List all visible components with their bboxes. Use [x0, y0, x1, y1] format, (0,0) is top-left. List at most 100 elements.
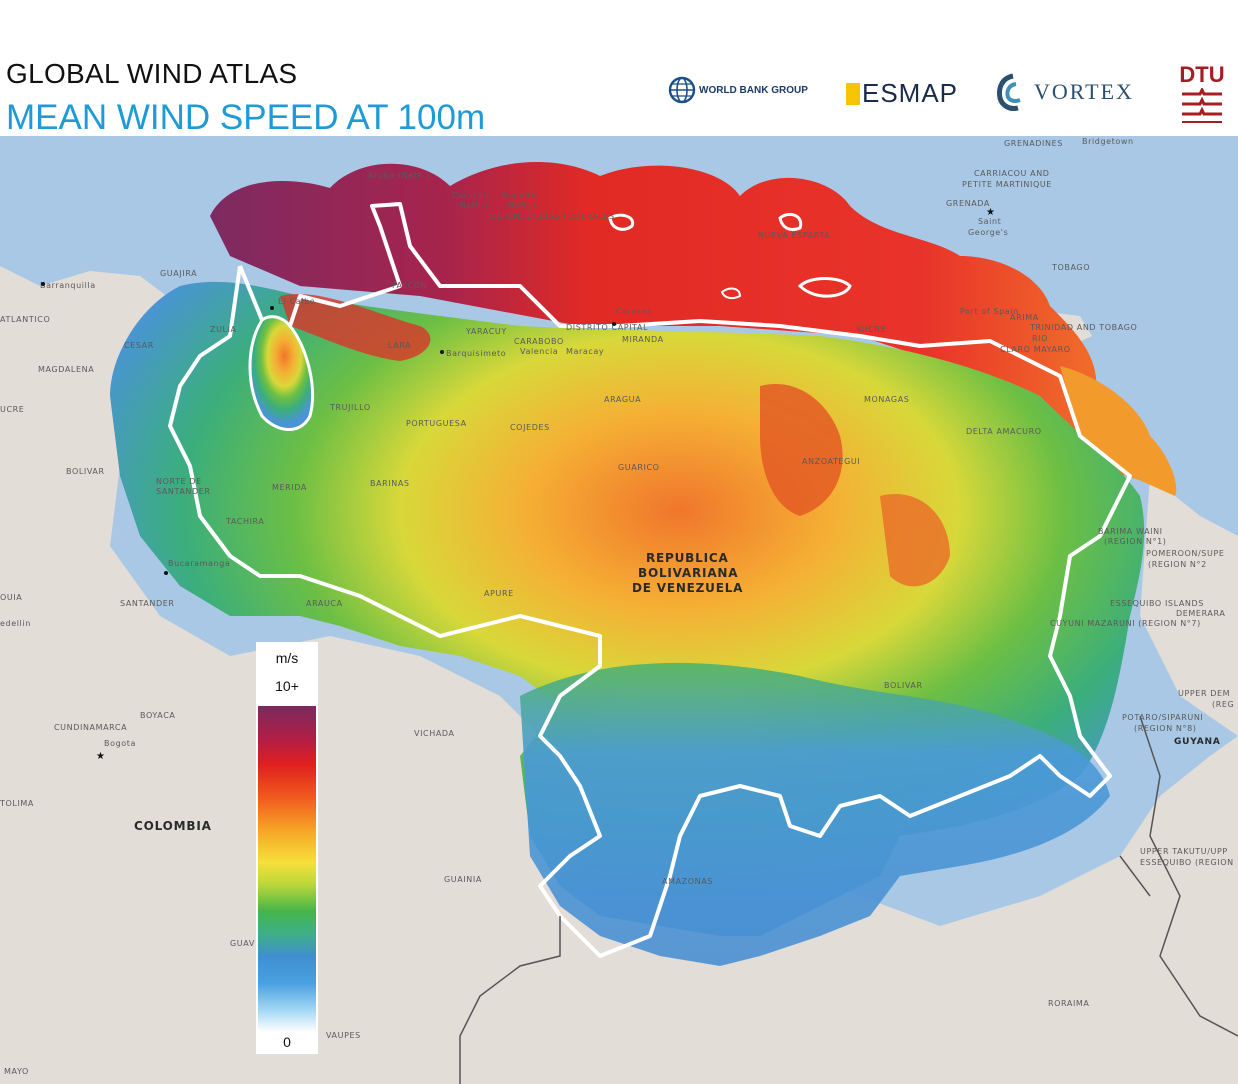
label-cundinamarca: CUNDINAMARCA — [54, 723, 127, 732]
barquisimeto-marker — [440, 350, 444, 354]
label-ucre: UCRE — [0, 405, 24, 414]
barranquilla-marker — [41, 282, 45, 286]
label-grenadines: GRENADINES — [1004, 139, 1063, 148]
label-bonaire-neth: (Neth.) — [504, 201, 536, 210]
label-aragua: ARAGUA — [604, 395, 641, 404]
brazil-colombia-border — [459, 916, 561, 1084]
guyana-border-segment — [1119, 855, 1151, 897]
label-arima: ARIMA — [1010, 313, 1039, 322]
dtu-text: DTU — [1179, 62, 1225, 87]
label-cojedes: COJEDES — [510, 423, 550, 432]
label-caracas: Caracas — [616, 307, 652, 316]
label-distrito-capital: DISTRITO CAPITAL — [566, 323, 648, 332]
eastern-high-wind — [880, 494, 950, 587]
label-barima-1: BARIMA WAINI — [1098, 527, 1163, 536]
label-bridgetown: Bridgetown — [1082, 137, 1134, 146]
label-barinas: BARINAS — [370, 479, 410, 488]
offshore-wind-field — [210, 162, 1160, 487]
globe-icon — [668, 76, 696, 104]
label-bonaire: Bonaire — [502, 191, 537, 200]
label-bolivar-col: BOLIVAR — [66, 467, 105, 476]
label-maracay: Maracay — [566, 347, 604, 356]
guyana-coast — [1140, 476, 1238, 736]
label-georges: George's — [968, 228, 1008, 237]
label-barranquilla: Barranquilla — [40, 281, 96, 290]
atlas-title: GLOBAL WIND ATLAS — [6, 58, 298, 89]
label-amazonas: AMAZONAS — [662, 877, 713, 886]
label-grenada: GRENADA — [946, 199, 990, 208]
label-pomeroon-2: (REGION N°2 — [1148, 560, 1207, 569]
label-santander-n: SANTANDER — [156, 487, 211, 496]
label-curacao: Curaçao — [452, 191, 489, 200]
label-potaro-1: POTARO/SIPARUNI — [1122, 713, 1203, 722]
label-upper-dem-2: (REG — [1212, 700, 1234, 709]
label-valencia: Valencia — [520, 347, 558, 356]
venezuela-border — [168, 202, 1132, 958]
label-tolima: TOLIMA — [0, 799, 34, 808]
esmap-mark-icon — [846, 82, 860, 105]
label-vaupes: VAUPES — [326, 1031, 361, 1040]
label-carriacou-1: CARRIACOU AND — [974, 169, 1050, 178]
map-subtitle: MEAN WIND SPEED AT 100m — [6, 98, 486, 137]
label-guarico: GUARICO — [618, 463, 660, 472]
label-roraima: RORAIMA — [1048, 999, 1090, 1008]
label-pomeroon-1: POMEROON/SUPE — [1146, 549, 1225, 558]
label-apure: APURE — [484, 589, 514, 598]
saint-georges-capital-icon: ★ — [986, 207, 995, 218]
label-norte: NORTE DE — [156, 477, 202, 486]
label-saint: Saint — [978, 217, 1001, 226]
world-bank-logo: WORLD BANK GROUP — [668, 76, 808, 104]
label-mayo: MAYO — [4, 1067, 29, 1076]
margarita-island — [608, 213, 635, 231]
label-dependencias: DEPENDENCIAS FEDERALES — [490, 212, 615, 221]
label-anzoategui: ANZOATEGUI — [802, 457, 860, 466]
world-bank-text: WORLD BANK GROUP — [699, 84, 808, 96]
label-venezuela-1: REPUBLICA — [646, 551, 729, 565]
label-falcon: FALCON — [392, 281, 427, 290]
label-trujillo: TRUJILLO — [329, 403, 371, 412]
label-yaracuy: YARACUY — [465, 327, 507, 336]
label-colombia: COLOMBIA — [134, 819, 212, 833]
partner-logos: WORLD BANK GROUP ESMAP VORTEX DTU — [660, 60, 1238, 130]
lake-maracaibo — [248, 315, 315, 431]
label-cuyuni: CUYUNI MAZARUNI (REGION N°7) — [1050, 619, 1201, 628]
label-magdalena: MAGDALENA — [38, 365, 94, 374]
label-nueva-esparta: NUEVA ESPARTA — [758, 231, 830, 240]
label-arauca: ARAUCA — [306, 599, 343, 608]
label-guajira: GUAJIRA — [160, 269, 197, 278]
label-demerara: DEMERARA — [1176, 609, 1225, 618]
bucaramanga-marker — [164, 571, 168, 575]
label-bogota: Bogota — [104, 739, 136, 748]
sucre-peninsula — [797, 277, 852, 298]
label-bucaramanga: Bucaramanga — [168, 559, 230, 568]
label-miranda: MIRANDA — [622, 335, 664, 344]
falcon-high-wind — [280, 293, 431, 361]
label-el-caibo: El Caibo — [278, 297, 315, 306]
legend-max: 10+ — [275, 678, 299, 694]
label-bolivar: BOLIVAR — [884, 681, 923, 690]
label-zulia: ZULIA — [210, 325, 237, 334]
esmap-text: ESMAP — [862, 78, 959, 108]
label-trinidad: TRINIDAD AND TOBAGO — [1029, 323, 1137, 332]
caracas-marker — [612, 322, 616, 326]
label-cesar: CESAR — [124, 341, 154, 350]
dtu-logo: DTU — [1178, 62, 1226, 129]
wind-speed-map: Bridgetown GRENADINES CARRIACOU AND PETI… — [0, 136, 1238, 1084]
margarita-main — [778, 212, 803, 232]
label-portuguesa: PORTUGUESA — [406, 419, 467, 428]
label-upper-dem-1: UPPER DEM — [1178, 689, 1230, 698]
label-sucre: SUCRE — [856, 325, 886, 334]
southern-wind-field — [520, 662, 1110, 966]
guyana-brazil-border — [1139, 715, 1238, 1037]
label-tachira: TACHIRA — [225, 517, 264, 526]
maracaibo-marker — [270, 306, 274, 310]
label-carabobo: CARABOBO — [514, 337, 564, 346]
vortex-swirl-icon — [997, 73, 1021, 111]
label-upper-takutu-2: ESSEQUIBO (REGION — [1140, 858, 1234, 867]
label-rio: RIO — [1032, 334, 1048, 343]
label-barquisimeto: Barquisimeto — [446, 349, 506, 358]
label-santander: SANTANDER — [120, 599, 175, 608]
delta-offshore-field — [1060, 366, 1177, 496]
label-carriacou-2: PETITE MARTINIQUE — [962, 180, 1052, 189]
label-upper-takutu-1: UPPER TAKUTU/UPP — [1140, 847, 1228, 856]
